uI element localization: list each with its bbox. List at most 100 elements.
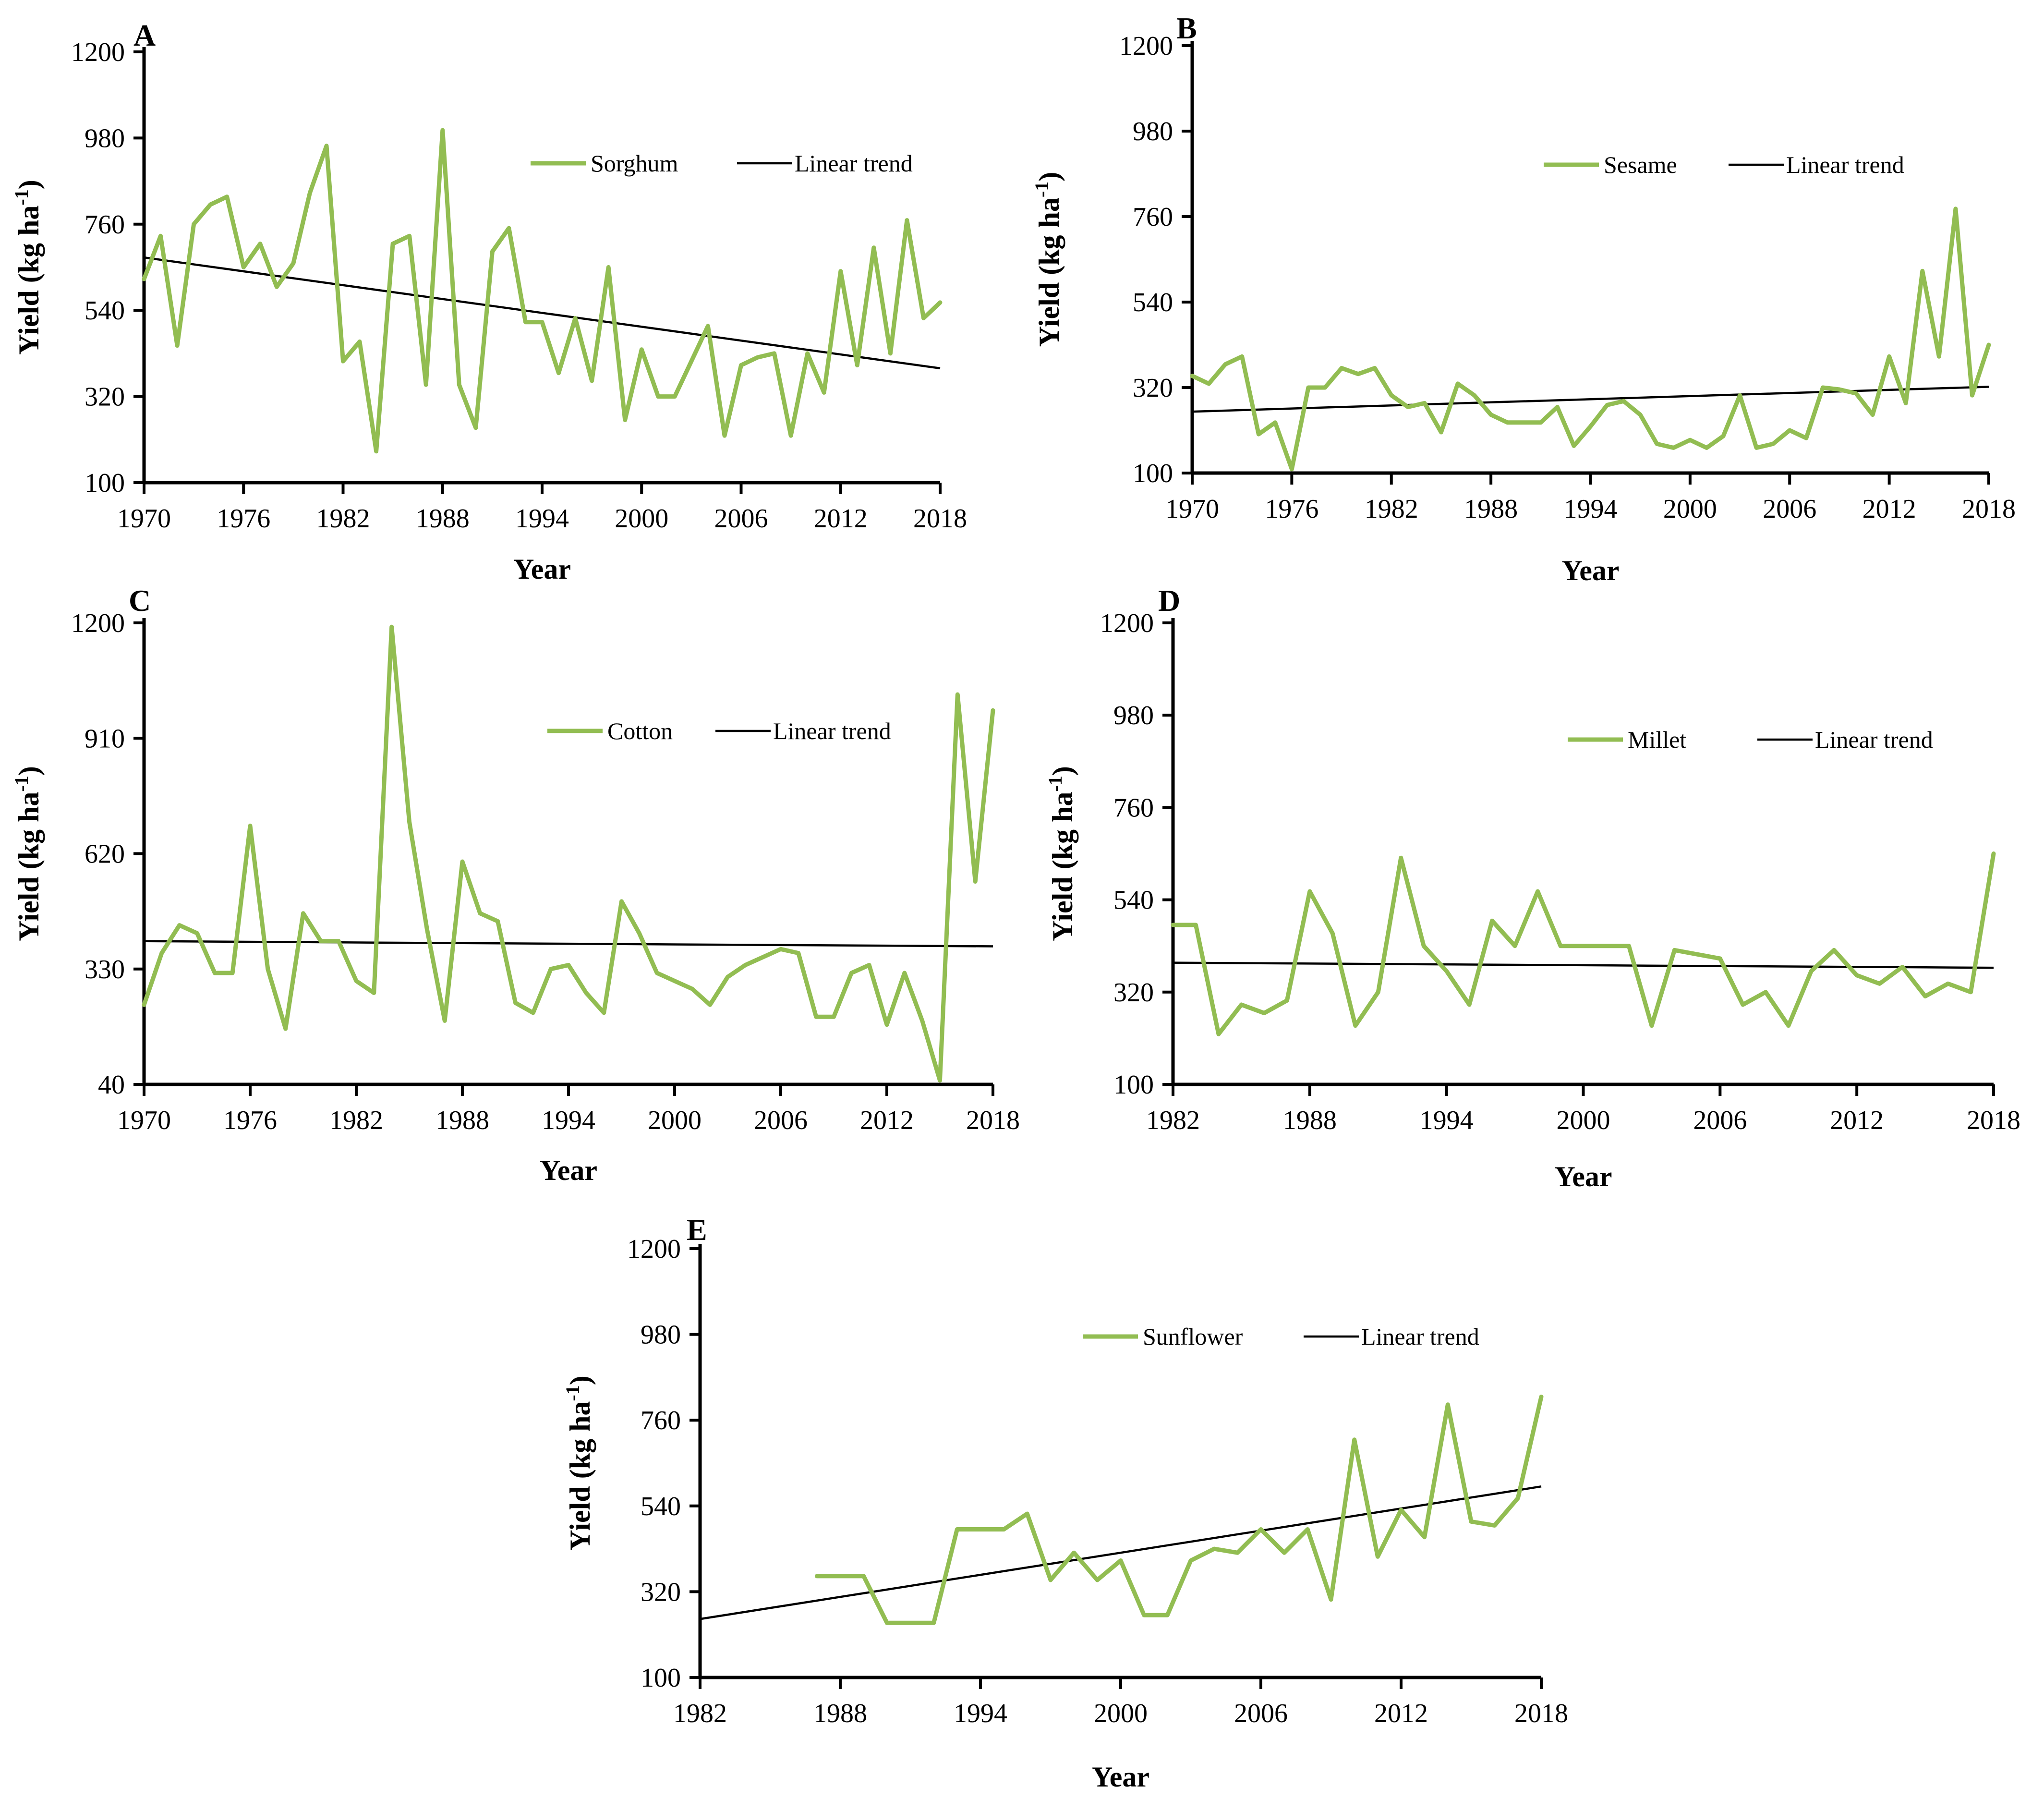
x-tick-label: 1994 (954, 1699, 1007, 1728)
trend-line (1192, 386, 1989, 413)
x-tick-label: 1976 (217, 504, 270, 534)
x-tick-label: 2018 (966, 1106, 1020, 1135)
y-tick-label: 980 (1113, 701, 1154, 730)
y-tick-label: 760 (1133, 202, 1173, 232)
x-tick-label: 2012 (1374, 1699, 1428, 1728)
x-axis-label: Year (513, 553, 571, 585)
x-tick-label: 2006 (1763, 494, 1816, 524)
x-axis-label: Year (1562, 555, 1620, 586)
y-tick-label: 320 (85, 382, 125, 412)
y-tick-label: 760 (1113, 793, 1154, 823)
y-tick-label: 40 (98, 1070, 125, 1100)
legend-label-trend: Linear trend (1786, 151, 1904, 178)
chart-panel-A: 100 320 540 760 980 1200 1970 1976 1982 1988 1994 2… (11, 18, 967, 585)
legend-label-series: Millet (1628, 726, 1686, 753)
trend-line (144, 256, 941, 370)
y-tick-label: 760 (85, 210, 125, 240)
x-tick-label: 2000 (1094, 1699, 1148, 1728)
panel-label: C (129, 583, 151, 618)
y-axis-label-text: Yield (kg ha (13, 792, 45, 941)
legend-label-trend: Linear trend (795, 150, 913, 177)
y-tick-label: 540 (641, 1492, 681, 1521)
legend-label-series: Sunflower (1143, 1323, 1243, 1350)
panel-label: B (1176, 11, 1197, 45)
x-tick-label: 2000 (648, 1106, 701, 1135)
y-axis-label: Yield (kg ha-1) (1044, 766, 1078, 941)
x-tick-label: 1976 (1265, 494, 1318, 524)
x-tick-label: 1982 (329, 1106, 383, 1135)
x-tick-label: 1970 (117, 1106, 171, 1135)
y-tick-label: 100 (1113, 1070, 1154, 1100)
legend-label-trend: Linear trend (1361, 1323, 1479, 1350)
y-axis-label-text: Yield (kg ha (1047, 792, 1078, 941)
x-tick-label: 1982 (1146, 1106, 1200, 1135)
x-tick-label: 1994 (515, 504, 569, 534)
legend-label-series: Sorghum (591, 150, 678, 177)
series-line-sunflower (814, 1395, 1544, 1625)
x-tick-label: 1970 (117, 504, 171, 534)
x-axis-label: Year (540, 1155, 597, 1186)
y-axis-label-close: ) (564, 1375, 596, 1385)
y-axis-label-superscript: -1 (11, 189, 32, 205)
y-axis-label-superscript: -1 (1031, 182, 1052, 197)
y-axis-label-text: Yield (kg ha (1033, 197, 1065, 347)
y-tick-label: 1200 (1119, 31, 1173, 61)
y-axis-label-close: ) (13, 766, 45, 776)
panel-label: E (687, 1213, 707, 1247)
x-tick-label: 2012 (1863, 494, 1916, 524)
x-tick-label: 1994 (1564, 494, 1618, 524)
legend-label-series: Sesame (1604, 151, 1677, 178)
x-tick-label: 2012 (1830, 1106, 1884, 1135)
x-axis-label: Year (1092, 1761, 1149, 1793)
y-axis-label-superscript: -1 (562, 1385, 583, 1401)
y-tick-label: 760 (641, 1406, 681, 1435)
y-tick-label: 1200 (1100, 608, 1154, 638)
x-axis-label: Year (1555, 1161, 1612, 1192)
y-tick-label: 540 (1113, 886, 1154, 915)
x-tick-label: 2018 (1967, 1106, 2020, 1135)
chart-panel-E: 100 320 540 760 980 1200 1982 1988 1994 2000 2006 2… (562, 1213, 1568, 1793)
y-tick-label: 1200 (71, 608, 125, 638)
y-tick-label: 330 (85, 955, 125, 985)
y-tick-label: 910 (85, 724, 125, 754)
y-axis-label-text: Yield (kg ha (13, 206, 45, 355)
x-tick-label: 2000 (615, 504, 668, 534)
y-tick-label: 100 (641, 1663, 681, 1693)
x-tick-label: 1988 (1283, 1106, 1337, 1135)
x-tick-label: 1994 (542, 1106, 595, 1135)
x-tick-label: 1970 (1165, 494, 1219, 524)
series-line-sorghum (142, 128, 943, 454)
series-line-millet (1171, 851, 1996, 1036)
y-tick-label: 980 (1133, 117, 1173, 146)
x-tick-label: 1988 (416, 504, 470, 534)
trend-line (700, 1485, 1542, 1620)
y-axis-label: Yield (kg ha-1) (1031, 172, 1065, 347)
x-tick-label: 2018 (1514, 1699, 1568, 1728)
x-tick-label: 1988 (1464, 494, 1518, 524)
y-tick-label: 320 (1113, 978, 1154, 1008)
x-tick-label: 2018 (1962, 494, 2016, 524)
x-tick-label: 1988 (813, 1699, 867, 1728)
y-tick-label: 540 (1133, 288, 1173, 317)
x-tick-label: 2000 (1557, 1106, 1610, 1135)
legend-label-trend: Linear trend (1815, 726, 1933, 753)
y-tick-label: 540 (85, 296, 125, 326)
x-tick-label: 2018 (913, 504, 967, 534)
x-tick-label: 2006 (714, 504, 768, 534)
x-tick-label: 1982 (316, 504, 370, 534)
y-tick-label: 980 (641, 1320, 681, 1350)
y-axis-label-close: ) (1033, 172, 1065, 182)
legend-label-trend: Linear trend (773, 717, 891, 744)
x-tick-label: 2000 (1663, 494, 1717, 524)
y-tick-label: 320 (1133, 373, 1173, 403)
y-axis-label: Yield (kg ha-1) (562, 1375, 596, 1550)
trend-line (144, 940, 993, 948)
legend-label-series: Cotton (607, 717, 673, 744)
y-tick-label: 100 (1133, 459, 1173, 488)
y-axis-label-text: Yield (kg ha (564, 1401, 596, 1551)
y-axis-label: Yield (kg ha-1) (11, 766, 45, 941)
x-tick-label: 1976 (223, 1106, 277, 1135)
y-tick-label: 1200 (71, 37, 125, 67)
x-tick-label: 2006 (1234, 1699, 1288, 1728)
